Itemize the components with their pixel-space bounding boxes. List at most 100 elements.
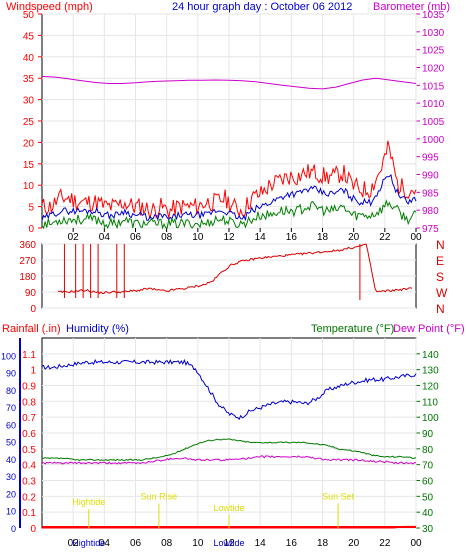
baro-y-tick-label: 985 (422, 188, 439, 199)
bottom-x-tick-label: 20 (348, 538, 360, 549)
temp-y-tick-label: 130 (422, 366, 439, 377)
wind-x-tick-label: 04 (99, 232, 111, 243)
wind-y-tick-label: 5 (28, 203, 34, 214)
humidity-y-tick-label: 0 (11, 524, 16, 534)
event-marker-label: Sun Rise (141, 492, 178, 502)
wind-y-tick-label: 0 (28, 224, 34, 235)
temp-y-tick-label: 80 (422, 445, 434, 456)
temp-y-tick-label: 90 (422, 429, 434, 440)
wind-y-tick-label: 30 (23, 96, 35, 107)
bottom-x-tick-label: 08 (161, 538, 173, 549)
direction-y-tick-label: 180 (19, 272, 36, 283)
wind-x-tick-label: 02 (68, 232, 80, 243)
rain-y-tick-label: 0.2 (22, 492, 36, 503)
compass-label: N (436, 238, 445, 252)
wind-y-tick-label: 35 (23, 74, 35, 85)
humidity-y-tick-label: 80 (6, 386, 16, 396)
wind-low-series (41, 199, 417, 230)
humidity-y-tick-label: 30 (6, 472, 16, 482)
temperature-axis-label: Temperature (°F) (311, 323, 394, 335)
wind-average-series (41, 174, 417, 222)
bottom-x-tick-label: 06 (130, 538, 142, 549)
baro-y-tick-label: 1025 (422, 46, 445, 57)
humidity-y-tick-label: 10 (6, 507, 16, 517)
temp-y-tick-label: 110 (422, 397, 438, 408)
baro-y-tick-label: 990 (422, 171, 439, 182)
humidity-y-tick-label: 60 (6, 420, 16, 430)
rain-y-tick-label: 0.1 (22, 508, 36, 519)
direction-y-tick-label: 270 (19, 256, 36, 267)
rain-y-tick-label: 0.9 (22, 382, 36, 393)
wind-y-tick-label: 25 (23, 117, 35, 128)
temperature-series (41, 438, 417, 462)
direction-y-tick-label: 360 (19, 240, 36, 251)
temp-y-tick-label: 30 (422, 524, 434, 535)
wind-y-tick-label: 20 (23, 138, 35, 149)
rain-y-tick-label: 0.7 (22, 413, 36, 424)
bottom-x-tick-label: 02 (68, 538, 80, 549)
humidity-y-tick-label: 40 (6, 455, 16, 465)
temp-y-tick-label: 50 (422, 492, 434, 503)
wind-y-tick-label: 45 (23, 31, 35, 42)
dewpoint-series (41, 455, 417, 465)
rain-y-tick-label: 0 (30, 524, 36, 535)
baro-y-tick-label: 995 (422, 153, 439, 164)
compass-label: N (436, 302, 445, 316)
temp-y-tick-label: 40 (422, 508, 434, 519)
wind-axis-label: Windspeed (mph) (6, 1, 93, 13)
wind-x-tick-label: 12 (223, 232, 235, 243)
baro-y-tick-label: 1035 (422, 10, 445, 21)
baro-y-tick-label: 1000 (422, 135, 445, 146)
bottom-x-tick-label: 22 (379, 538, 391, 549)
bottom-x-tick-label: 18 (317, 538, 329, 549)
rain-y-tick-label: 0.5 (22, 445, 36, 456)
humidity-y-tick-label: 20 (6, 489, 16, 499)
event-marker-label: Hightide (72, 497, 105, 507)
rain-axis-label: Rainfall (.in) (2, 323, 61, 335)
wind-x-tick-label: 10 (192, 232, 204, 243)
wind-x-tick-label: 20 (348, 232, 360, 243)
temp-y-tick-label: 120 (422, 382, 439, 393)
humidity-axis-label: Humidity (%) (66, 323, 129, 335)
bottom-x-tick-label: 04 (99, 538, 111, 549)
event-marker-label: Lowtide (213, 503, 244, 513)
bottom-x-tick-label: 16 (286, 538, 298, 549)
baro-y-tick-label: 1020 (422, 64, 445, 75)
direction-y-tick-label: 90 (25, 288, 37, 299)
humidity-series (41, 358, 417, 421)
rain-y-tick-label: 0.8 (22, 397, 36, 408)
rain-y-tick-label: 1 (30, 366, 36, 377)
barometer-series (41, 75, 417, 90)
baro-axis-label: Barometer (mb) (373, 1, 450, 13)
compass-label: E (436, 254, 444, 268)
wind-x-tick-label: 22 (379, 232, 391, 243)
wind-x-tick-label: 18 (317, 232, 329, 243)
wind-x-tick-label: 06 (130, 232, 142, 243)
wind-y-tick-label: 50 (23, 10, 35, 21)
rain-y-tick-label: 0.4 (22, 461, 36, 472)
compass-label: W (436, 286, 448, 300)
baro-y-tick-label: 1010 (422, 99, 445, 110)
temp-y-tick-label: 60 (422, 477, 434, 488)
dewpoint-axis-label: Dew Point (°F) (393, 323, 465, 335)
wind-y-tick-label: 40 (23, 53, 35, 64)
event-marker-label: Sun Set (322, 492, 355, 502)
bottom-x-tick-label: 10 (192, 538, 204, 549)
humidity-y-tick-label: 70 (6, 403, 16, 413)
rain-y-tick-label: 1.1 (22, 350, 36, 361)
wind-y-tick-label: 10 (23, 181, 35, 192)
wind-gust-series (41, 140, 417, 219)
chart-title: 24 hour graph day : October 06 2012 (172, 1, 352, 13)
wind-x-tick-label: 16 (286, 232, 298, 243)
wind-x-tick-label: 00 (410, 232, 422, 243)
humidity-y-tick-label: 90 (6, 369, 16, 379)
bottom-x-tick-label: 00 (410, 538, 422, 549)
wind-x-tick-label: 14 (255, 232, 267, 243)
temp-y-tick-label: 70 (422, 461, 434, 472)
rain-y-tick-label: 0.6 (22, 429, 36, 440)
baro-y-tick-label: 975 (422, 224, 439, 235)
baro-y-tick-label: 1005 (422, 117, 445, 128)
wind-x-tick-label: 08 (161, 232, 173, 243)
